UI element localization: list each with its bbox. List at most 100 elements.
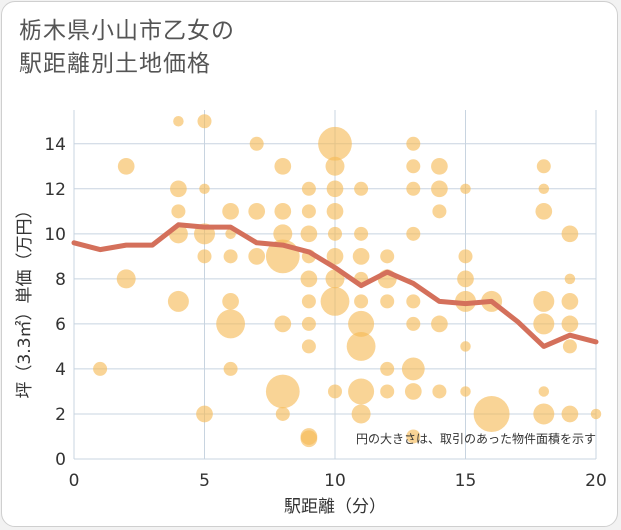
bubble xyxy=(538,183,550,195)
bubble xyxy=(473,395,510,432)
bubble xyxy=(301,204,316,219)
bubble xyxy=(432,204,447,219)
bubble xyxy=(197,114,212,129)
bubble xyxy=(167,290,189,312)
bubble xyxy=(170,180,187,198)
x-tick-label: 0 xyxy=(69,471,80,491)
bubble xyxy=(431,180,448,198)
y-tick-label: 8 xyxy=(55,270,66,290)
bubble xyxy=(354,294,369,309)
bubble xyxy=(561,225,579,243)
bubble xyxy=(460,386,471,397)
bubble xyxy=(590,408,602,420)
bubble xyxy=(328,384,342,399)
bubble xyxy=(273,224,293,244)
bubble xyxy=(406,136,421,151)
y-tick-label: 0 xyxy=(55,450,66,470)
y-axis-label: 坪（3.3㎡）単価（万円） xyxy=(15,201,35,398)
x-tick-label: 20 xyxy=(585,471,607,491)
x-tick-label: 10 xyxy=(324,471,346,491)
bubble xyxy=(354,181,369,196)
bubble xyxy=(562,339,577,354)
bubble xyxy=(173,116,184,127)
bubble xyxy=(533,403,555,425)
bubble xyxy=(326,248,344,265)
bubble xyxy=(406,159,421,174)
bubble-series xyxy=(93,114,602,448)
bubble xyxy=(300,270,318,288)
bubble xyxy=(538,386,550,397)
y-tick-label: 10 xyxy=(44,225,66,245)
bubble xyxy=(274,157,292,175)
bubble xyxy=(354,226,369,241)
bubble xyxy=(223,249,238,264)
average-price-line xyxy=(71,222,599,349)
bubble xyxy=(406,429,421,444)
bubble xyxy=(351,404,371,424)
y-tick-label: 14 xyxy=(44,135,66,155)
bubble xyxy=(406,316,421,331)
bubble xyxy=(223,361,238,376)
y-tick-label: 6 xyxy=(55,315,66,335)
bubble xyxy=(274,202,292,220)
bubble xyxy=(533,290,555,312)
bubble xyxy=(404,383,422,400)
bubble xyxy=(380,361,395,376)
x-axis-label: 駅距離（分） xyxy=(284,497,386,517)
bubble xyxy=(249,136,264,151)
bubble xyxy=(535,202,553,220)
bubble xyxy=(561,293,579,310)
bubble xyxy=(348,378,375,405)
bubble xyxy=(265,374,300,409)
y-tick-label: 12 xyxy=(44,180,66,200)
bubble xyxy=(380,249,395,264)
bubble xyxy=(116,269,136,289)
bubble xyxy=(431,315,448,333)
bubble xyxy=(222,293,239,310)
x-tick-label: 5 xyxy=(199,471,210,491)
bubble xyxy=(301,339,316,354)
bubble xyxy=(325,269,345,289)
bubble xyxy=(318,126,352,161)
bubble xyxy=(406,181,421,196)
bubble xyxy=(248,202,266,220)
bubble xyxy=(300,430,318,448)
bubble xyxy=(460,341,471,352)
bubble xyxy=(460,183,471,195)
bubble xyxy=(196,405,213,423)
x-tick-label: 15 xyxy=(455,471,477,491)
bubble xyxy=(561,405,579,423)
chart-title-line-2: 駅距離別土地価格 xyxy=(19,51,211,77)
bubble xyxy=(171,204,186,219)
bubble xyxy=(564,273,576,285)
bubble xyxy=(301,294,316,309)
bubble xyxy=(533,313,555,335)
bubble xyxy=(326,202,344,220)
bubble xyxy=(380,294,395,309)
y-tick-labels: 0 2 4 6 8 10 12 14 xyxy=(44,135,66,470)
bubble xyxy=(406,226,421,241)
bubble xyxy=(216,309,246,339)
bubble xyxy=(348,310,375,337)
chart-title: 栃木県小山市乙女の 駅距離別土地価格 xyxy=(19,15,235,81)
bubble xyxy=(406,294,421,309)
bubble-size-note: 円の大きさは、取引のあった物件面積を示す xyxy=(356,431,596,446)
bubble xyxy=(432,384,447,399)
bubble xyxy=(199,183,210,195)
bubble xyxy=(301,316,316,331)
bubble xyxy=(325,156,345,176)
bubble xyxy=(222,202,239,220)
bubble xyxy=(301,181,316,196)
bubble xyxy=(320,286,350,316)
bubble xyxy=(346,332,376,361)
bubble xyxy=(197,249,212,264)
bubble xyxy=(401,357,425,381)
bubble xyxy=(431,157,448,175)
bubble xyxy=(561,315,579,333)
bubble xyxy=(274,315,292,333)
bubble xyxy=(93,361,108,376)
bubble xyxy=(457,270,474,288)
y-tick-label: 4 xyxy=(55,360,66,380)
bubble xyxy=(275,406,290,421)
